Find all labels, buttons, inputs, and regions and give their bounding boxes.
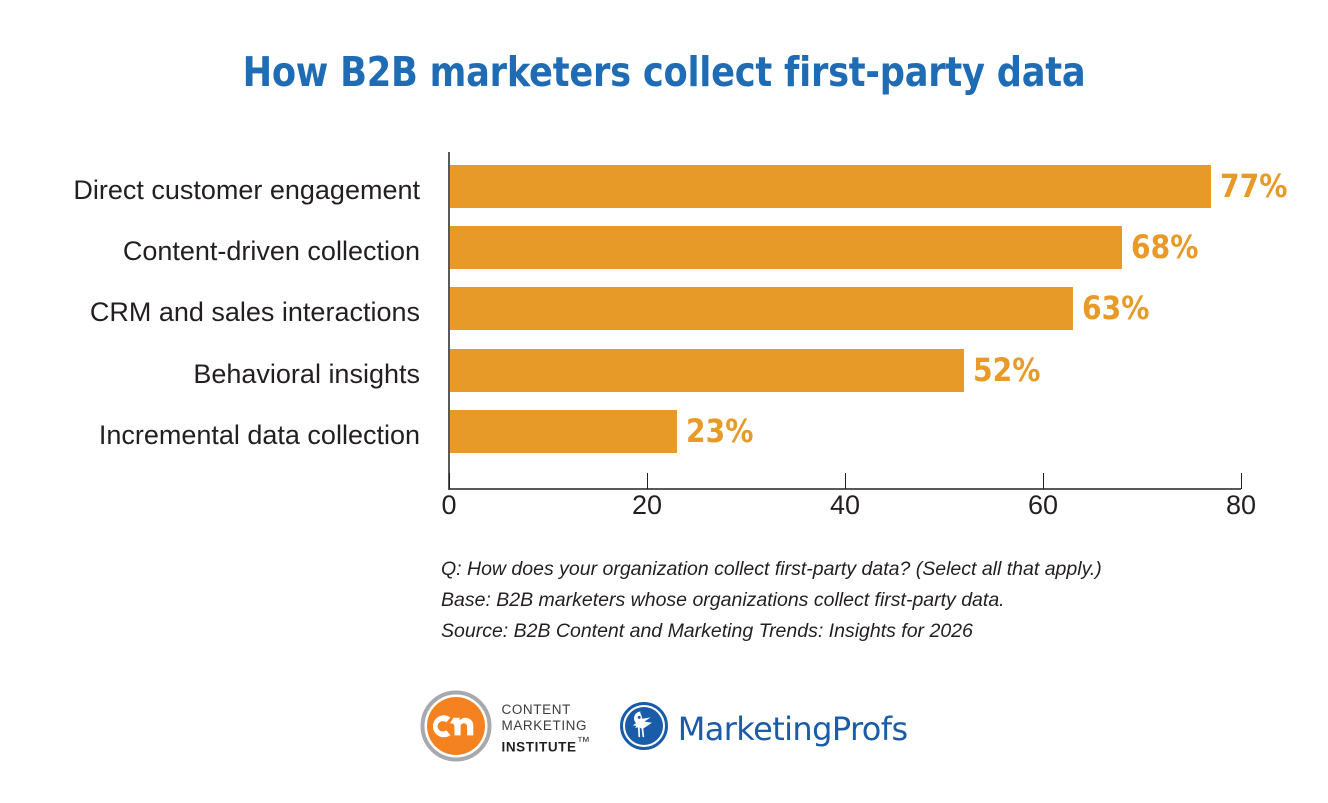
bar-2[interactable] — [450, 287, 1073, 330]
x-tick-label-20: 20 — [631, 490, 663, 520]
cmi-circle-icon — [420, 690, 492, 767]
x-tick-mark-60 — [1043, 473, 1044, 489]
page-title: How B2B marketers collect first-party da… — [242, 48, 1086, 96]
cmi-trademark-icon: ™ — [576, 733, 591, 749]
cmi-line-institute: INSTITUTE — [501, 739, 577, 755]
x-tick-label-60: 60 — [1027, 490, 1059, 520]
bar-3[interactable] — [450, 349, 965, 392]
marketingprofs-wordmark: MarketingProfs — [677, 709, 908, 748]
footnote-question: Q: How does your organization collect fi… — [441, 558, 1102, 580]
bar-chart: Direct customer engagement Content-drive… — [73, 152, 1288, 520]
x-tick-label-0: 0 — [441, 490, 457, 520]
x-tick-label-80: 80 — [1225, 490, 1257, 520]
category-label-4: Incremental data collection — [98, 420, 420, 450]
cmi-line-marketing: MARKETING — [501, 717, 588, 733]
footnotes: Q: How does your organization collect fi… — [441, 554, 1301, 647]
x-tick-mark-40 — [845, 473, 846, 489]
bar-1[interactable] — [450, 226, 1123, 269]
x-tick-label-40: 40 — [829, 490, 861, 520]
bar-value-2: 63% — [1081, 289, 1150, 327]
category-label-1: Content-driven collection — [122, 236, 420, 266]
marketingprofs-logo[interactable]: MarketingProfs — [619, 701, 908, 756]
footnote-source: Source: B2B Content and Marketing Trends… — [441, 620, 973, 642]
bar-value-0: 77% — [1220, 167, 1288, 205]
cmi-line-institute-wrap: INSTITUTE™ — [501, 734, 590, 755]
x-tick-mark-0 — [449, 473, 450, 489]
bar-4[interactable] — [450, 410, 678, 453]
bar-0[interactable] — [450, 165, 1212, 208]
logo-bar: CONTENT MARKETING INSTITUTE™ MarketingPr… — [0, 690, 1328, 767]
bar-value-4: 23% — [686, 412, 754, 450]
cmi-wordmark: CONTENT MARKETING INSTITUTE™ — [501, 702, 590, 755]
cmi-line-content: CONTENT — [501, 701, 571, 717]
category-label-3: Behavioral insights — [193, 359, 420, 389]
y-axis-line — [448, 152, 450, 490]
marketingprofs-bird-icon — [619, 701, 669, 756]
footnote-base: Base: B2B marketers whose organizations … — [441, 589, 1005, 611]
x-axis-line — [448, 488, 1241, 490]
category-label-0: Direct customer engagement — [73, 175, 420, 205]
bar-value-3: 52% — [973, 351, 1041, 389]
bar-value-1: 68% — [1131, 228, 1199, 266]
x-tick-mark-20 — [647, 473, 648, 489]
category-label-2: CRM and sales interactions — [89, 297, 420, 327]
x-tick-mark-80 — [1241, 473, 1242, 489]
content-marketing-institute-logo[interactable]: CONTENT MARKETING INSTITUTE™ — [420, 690, 590, 767]
